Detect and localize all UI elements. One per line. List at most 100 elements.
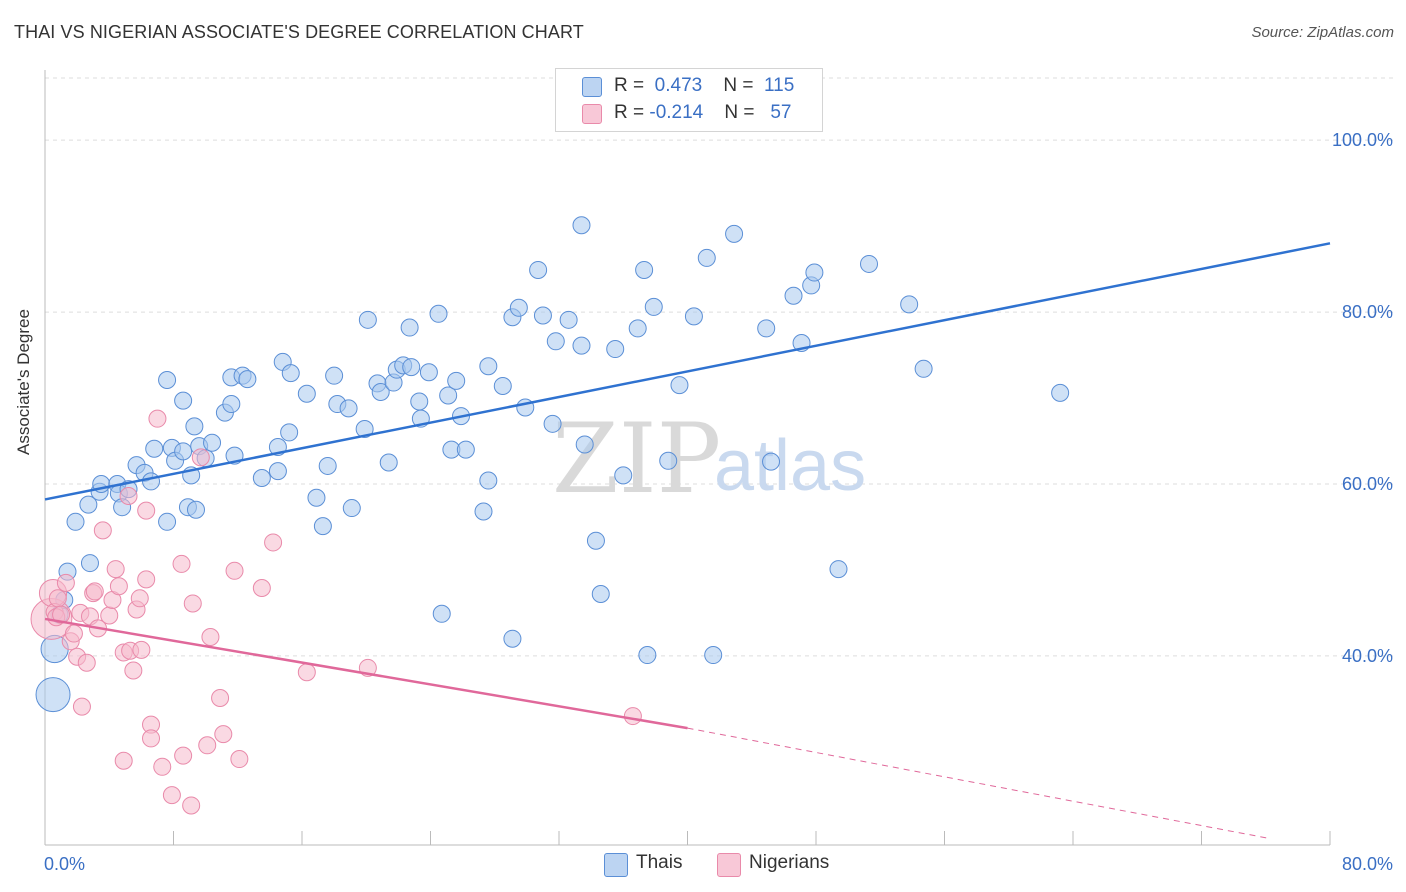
thai-point bbox=[313, 517, 332, 536]
thai-point bbox=[456, 440, 475, 459]
tick-labels: 40.0% 60.0% 80.0% 100.0% 0.0% 80.0% bbox=[44, 130, 1393, 874]
nigerian-point bbox=[162, 786, 181, 805]
nigerian-point bbox=[198, 736, 217, 755]
thai-point bbox=[419, 363, 438, 382]
nigerian-point bbox=[132, 640, 151, 659]
thai-point bbox=[529, 260, 548, 279]
watermark-atlas: atlas bbox=[714, 426, 866, 506]
thai-point bbox=[635, 260, 654, 279]
nigerian-point bbox=[252, 578, 271, 597]
thai-point bbox=[80, 554, 99, 573]
thai-point bbox=[281, 364, 300, 383]
thai-point bbox=[704, 646, 723, 665]
nigerian-point bbox=[137, 570, 156, 589]
nigerian-point bbox=[153, 757, 172, 776]
nigerian-point bbox=[119, 487, 138, 506]
nigerian-trend-extension bbox=[687, 727, 1271, 840]
thai-point bbox=[762, 452, 781, 471]
n-value-nigerian: 57 bbox=[770, 102, 792, 123]
thai-point bbox=[429, 304, 448, 323]
nigerian-point bbox=[130, 589, 149, 608]
thai-point bbox=[586, 531, 605, 550]
thai-point bbox=[493, 377, 512, 395]
thai-point bbox=[1051, 383, 1070, 402]
thai-point bbox=[325, 366, 344, 385]
thai-point bbox=[297, 384, 316, 403]
nigerian-point bbox=[124, 661, 143, 680]
thai-point bbox=[479, 357, 498, 376]
nigerian-point bbox=[191, 448, 210, 467]
nigerians-swatch bbox=[717, 853, 741, 877]
thai-point bbox=[358, 310, 377, 329]
nigerian-point bbox=[93, 521, 112, 540]
thai-point bbox=[142, 472, 161, 491]
thai-point bbox=[503, 629, 522, 648]
nigerian-point bbox=[106, 560, 125, 579]
thai-point bbox=[509, 298, 528, 317]
thai-point bbox=[628, 319, 647, 338]
thai-point bbox=[402, 358, 421, 377]
thai-point bbox=[575, 435, 594, 454]
thai-point bbox=[238, 370, 257, 389]
thai-point bbox=[684, 307, 703, 326]
y-tick-label: 100.0% bbox=[1332, 130, 1393, 150]
thai-point bbox=[572, 336, 591, 355]
n-label: N = bbox=[723, 75, 759, 96]
grid-lines bbox=[45, 77, 1395, 657]
legend-row-nigerian: R = -0.214 N = 57 bbox=[582, 100, 791, 128]
thai-point bbox=[318, 456, 337, 475]
nigerian-point bbox=[297, 663, 316, 682]
thai-point bbox=[900, 295, 919, 314]
nigerian-point bbox=[182, 796, 201, 815]
nigerian-point bbox=[85, 582, 104, 601]
thai-point bbox=[371, 383, 390, 402]
thai-point bbox=[533, 306, 552, 325]
nigerian-point bbox=[230, 750, 249, 769]
thai-point bbox=[614, 466, 633, 485]
nigerian-point bbox=[201, 627, 220, 646]
thai-point bbox=[670, 376, 689, 395]
y-tick-label: 80.0% bbox=[1342, 302, 1393, 322]
thai-point bbox=[572, 216, 591, 235]
nigerian-point bbox=[77, 653, 96, 672]
thai-trend-line bbox=[44, 242, 1331, 501]
thai-point bbox=[185, 417, 204, 436]
thai-point bbox=[784, 286, 803, 305]
thai-point bbox=[860, 254, 879, 273]
thai-point bbox=[432, 604, 451, 623]
thai-point bbox=[439, 386, 458, 405]
thai-point bbox=[914, 359, 933, 378]
thai-point bbox=[410, 392, 429, 411]
nigerian-point bbox=[137, 501, 156, 520]
y-tick-label: 60.0% bbox=[1342, 474, 1393, 494]
trend-lines bbox=[44, 242, 1331, 840]
thai-point bbox=[158, 512, 177, 531]
nigerian-point bbox=[48, 589, 67, 608]
thai-point bbox=[757, 319, 776, 338]
thai-point bbox=[474, 502, 493, 521]
thai-point bbox=[644, 297, 663, 316]
legend-row-thai: R = 0.473 N = 115 bbox=[582, 73, 794, 101]
nigerian-point bbox=[174, 746, 193, 765]
thai-point bbox=[447, 371, 466, 390]
nigerian-point bbox=[72, 697, 91, 716]
thai-point bbox=[186, 500, 205, 519]
nigerian-point bbox=[148, 409, 167, 428]
n-value-thai: 115 bbox=[763, 75, 795, 96]
stats-legend: R = 0.473 N = 115 R = -0.214 N = 57 bbox=[555, 68, 823, 132]
r-label: R = bbox=[614, 75, 650, 96]
thai-point bbox=[222, 395, 241, 414]
nigerian-swatch bbox=[582, 104, 602, 124]
nigerian-point bbox=[225, 561, 244, 580]
x-tick-label: 80.0% bbox=[1342, 854, 1393, 874]
nigerian-point bbox=[183, 594, 202, 613]
thai-point bbox=[659, 451, 678, 470]
r-label: R = bbox=[614, 102, 650, 123]
thai-point bbox=[268, 462, 287, 481]
thai-point bbox=[252, 468, 271, 487]
zipatlas-watermark: ZIP atlas bbox=[552, 403, 866, 515]
thai-point bbox=[543, 414, 562, 433]
thai-point bbox=[697, 248, 716, 267]
thai-point bbox=[591, 585, 610, 604]
thais-label: Thais bbox=[636, 852, 683, 873]
